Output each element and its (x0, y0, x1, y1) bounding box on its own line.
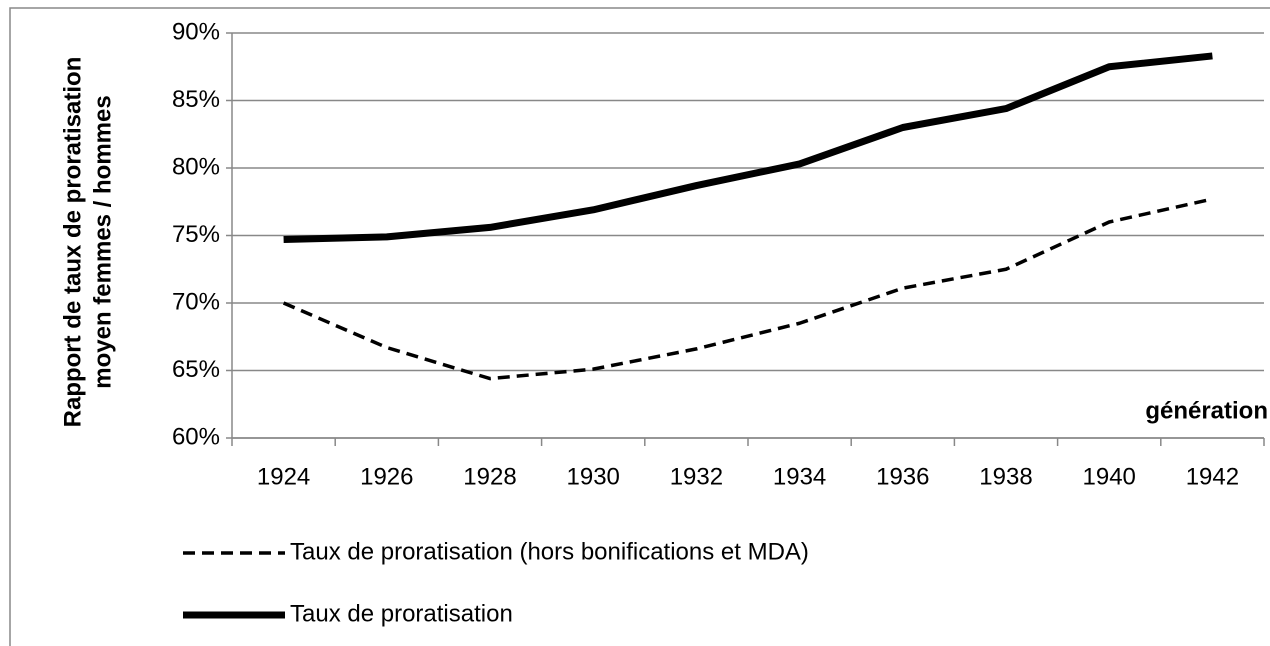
series-line (283, 52, 1213, 244)
y-tick-label: 90% (172, 18, 220, 45)
x-tick-label: 1942 (1186, 463, 1239, 490)
x-tick-label: 1940 (1083, 463, 1136, 490)
y-tick-label: 80% (172, 153, 220, 180)
x-tick-label: 1924 (257, 463, 310, 490)
x-tick-label: 1928 (463, 463, 516, 490)
x-axis-label: génération (1145, 397, 1268, 424)
chart-frame (9, 7, 1270, 646)
x-tick-label: 1934 (773, 463, 826, 490)
y-tick-label: 65% (172, 356, 220, 383)
y-tick-label: 85% (172, 86, 220, 113)
x-tick-label: 1932 (670, 463, 723, 490)
legend-label: Taux de proratisation (290, 600, 513, 627)
legend-label: Taux de proratisation (hors bonification… (290, 538, 809, 565)
y-axis-label: Rapport de taux de proratisation moyen f… (59, 57, 116, 428)
y-tick-label: 70% (172, 288, 220, 315)
y-tick-label: 75% (172, 221, 220, 248)
y-axis-label-line: Rapport de taux de proratisation (59, 57, 86, 428)
x-tick-label: 1930 (567, 463, 620, 490)
y-tick-label: 60% (172, 423, 220, 450)
x-tick-label: 1926 (360, 463, 413, 490)
series-line (282, 197, 1213, 381)
x-tick-label: 1938 (979, 463, 1032, 490)
x-tick-label: 1936 (876, 463, 929, 490)
y-axis-label-line: moyen femmes / hommes (89, 95, 116, 388)
